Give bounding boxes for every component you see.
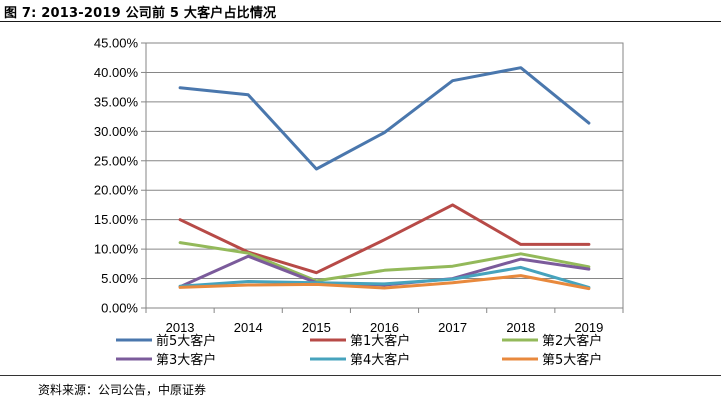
y-tick-label: 35.00% [94, 94, 139, 109]
x-tick-label: 2016 [370, 320, 399, 335]
y-tick-label: 5.00% [101, 271, 138, 286]
series-layer [178, 66, 591, 291]
plot-area-border [145, 42, 624, 309]
y-tick-label: 10.00% [94, 242, 139, 257]
y-tick-label: 15.00% [94, 212, 139, 227]
legend-label: 前5大客户 [156, 333, 216, 349]
series-line-1 [178, 66, 591, 171]
x-tick-label: 2015 [302, 320, 331, 335]
axis-layer: 0.00% 5.00% 10.00% 15.00% 20.00% 25.00% 30.00%… [94, 36, 624, 335]
series-line-5 [178, 265, 591, 289]
figure-title: 图 7: 2013-2019 公司前 5 大客户占比情况 [4, 6, 277, 21]
legend-label: 第4大客户 [350, 352, 410, 368]
x-tick-label: 2017 [438, 320, 467, 335]
x-tick-label: 2014 [234, 320, 263, 335]
legend-label: 第5大客户 [542, 352, 602, 368]
y-tick-label: 30.00% [94, 124, 139, 139]
title-rule [0, 21, 721, 22]
series-line-2 [178, 203, 591, 275]
legend-label: 第1大客户 [350, 333, 410, 349]
x-tick-label: 2018 [506, 320, 535, 335]
y-tick-label: 45.00% [94, 36, 139, 51]
x-tick-label: 2019 [574, 320, 603, 335]
grid-layer [145, 42, 624, 309]
y-tick-label: 0.00% [101, 301, 138, 316]
series-line-3 [178, 241, 591, 283]
x-tick-label: 2013 [166, 320, 195, 335]
source-note: 资料来源：公司公告，中原证券 [38, 383, 207, 397]
y-tick-label: 20.00% [94, 183, 139, 198]
bottom-rule [0, 375, 721, 376]
y-tick-label: 25.00% [94, 153, 139, 168]
y-tick-label: 40.00% [94, 65, 139, 80]
legend-label: 第3大客户 [156, 352, 216, 368]
legend-label: 第2大客户 [542, 333, 602, 349]
series-line-6 [178, 274, 591, 291]
